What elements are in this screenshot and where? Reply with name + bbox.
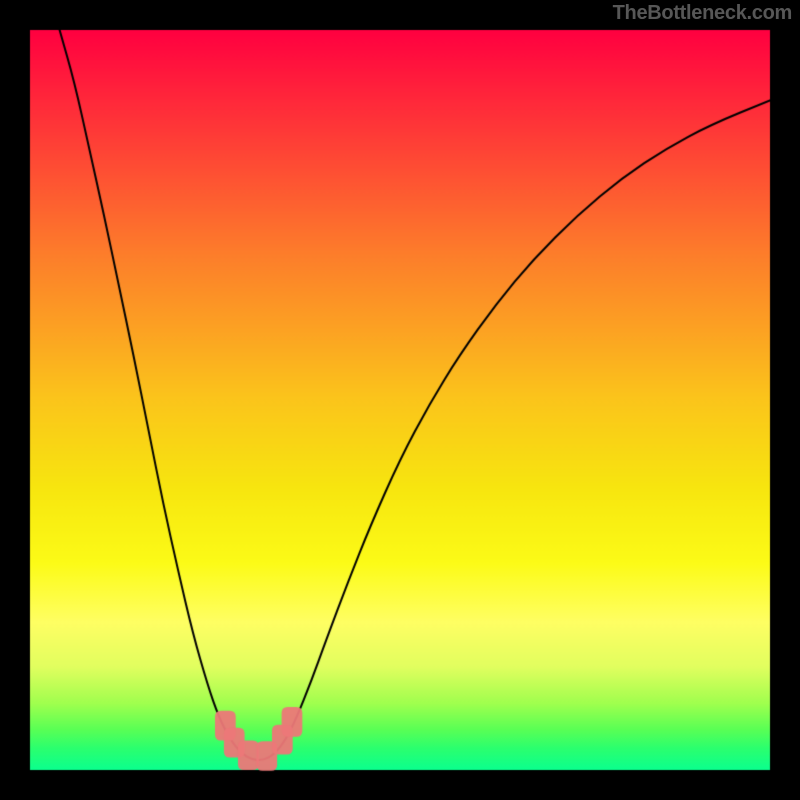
figure: TheBottleneck.com [0, 0, 800, 800]
attribution-watermark: TheBottleneck.com [613, 2, 792, 25]
bottleneck-chart-canvas [0, 0, 800, 800]
